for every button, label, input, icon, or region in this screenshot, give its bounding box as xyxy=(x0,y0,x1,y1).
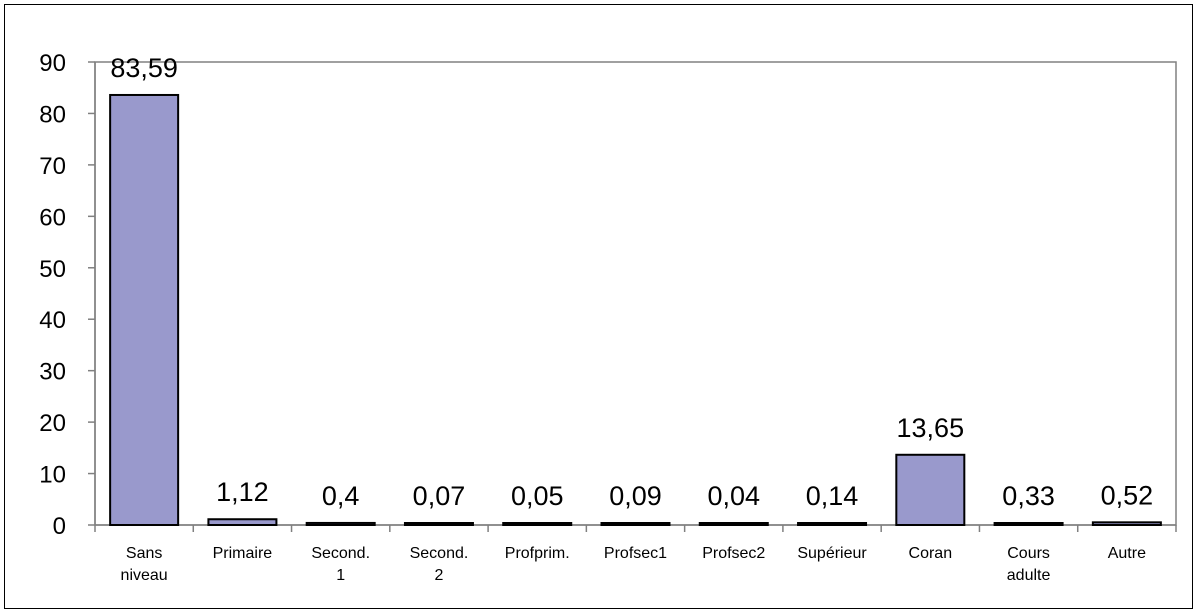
plot-area xyxy=(94,61,1177,526)
category-label: Sans niveau xyxy=(121,545,168,584)
data-label: 13,65 xyxy=(897,413,965,443)
y-tick-label: 70 xyxy=(39,153,66,180)
category-label: Primaire xyxy=(213,545,273,562)
data-label: 0,33 xyxy=(1002,481,1055,511)
data-label: 0,04 xyxy=(707,481,760,511)
chart-frame xyxy=(4,4,1193,609)
category-label: Second. 2 xyxy=(410,545,469,584)
bars xyxy=(109,93,1162,527)
bar xyxy=(600,522,671,526)
x-axis xyxy=(94,524,1177,532)
y-tick-label: 20 xyxy=(39,410,66,437)
category-label: Profsec1 xyxy=(604,545,667,562)
category-labels: Sans niveau Primaire Second. 1 Second. 2 Profpr… xyxy=(121,545,1147,584)
bar xyxy=(895,453,966,526)
y-tick-label: 50 xyxy=(39,256,66,283)
y-axis: 0 10 20 30 40 50 60 70 80 90 xyxy=(39,50,96,540)
bar xyxy=(502,522,573,526)
bar xyxy=(698,522,769,526)
category-label: Cours adulte xyxy=(1007,545,1051,584)
y-tick-label: 80 xyxy=(39,101,66,128)
data-label: 0,4 xyxy=(322,481,360,511)
category-label: Second. 1 xyxy=(311,545,370,584)
bar xyxy=(305,521,376,526)
category-label: Profprim. xyxy=(505,545,570,562)
data-label: 0,05 xyxy=(511,481,564,511)
bar xyxy=(1091,521,1162,527)
y-tick-label: 40 xyxy=(39,307,66,334)
bar xyxy=(403,522,474,526)
data-labels: 83,59 1,12 0,4 0,07 0,05 0,09 0,04 0,14 13,65 0,3… xyxy=(110,53,1153,511)
plot-border xyxy=(94,61,1177,526)
y-tick-label: 60 xyxy=(39,204,66,231)
category-label: Profsec2 xyxy=(702,545,765,562)
bar xyxy=(993,522,1064,526)
data-label: 1,12 xyxy=(216,477,269,507)
category-label: Coran xyxy=(909,545,953,562)
y-tick-label: 30 xyxy=(39,359,66,386)
bar xyxy=(207,518,278,526)
bar xyxy=(797,522,868,526)
category-label: Autre xyxy=(1108,545,1146,562)
y-tick-label: 10 xyxy=(39,462,66,489)
y-tick-label: 0 xyxy=(53,513,66,540)
data-label: 0,52 xyxy=(1101,480,1154,510)
y-tick-label: 90 xyxy=(39,50,66,77)
bar xyxy=(109,93,180,526)
category-label: Supérieur xyxy=(797,545,867,562)
data-label: 0,09 xyxy=(609,481,662,511)
data-label: 0,14 xyxy=(806,481,859,511)
data-label: 83,59 xyxy=(110,53,178,83)
data-label: 0,07 xyxy=(413,481,466,511)
